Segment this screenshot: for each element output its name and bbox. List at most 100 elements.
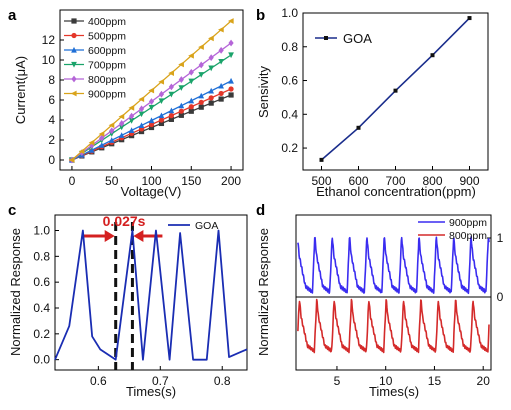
- panel-letter-c: c: [8, 202, 16, 219]
- data-point-500ppm: [168, 113, 174, 119]
- panel-c-x-title: Times(s): [126, 384, 176, 399]
- data-point-800ppm: [178, 76, 184, 83]
- panel-b-x-title: Ethanol concentration(ppm): [316, 184, 476, 199]
- data-point-400ppm: [158, 120, 165, 127]
- panel-b-y-title: Sensivity: [256, 65, 271, 118]
- data-point-GOA: [356, 125, 361, 130]
- data-point-900ppm: [88, 139, 95, 146]
- data-point-600ppm: [208, 87, 215, 94]
- panel-b-x-tick-label: 500: [311, 174, 331, 188]
- data-point-900ppm: [108, 122, 115, 129]
- panel-b-x-tick-label: 700: [385, 174, 405, 188]
- data-point-900ppm: [198, 44, 204, 50]
- panel-d-x-tick-label: 15: [428, 374, 442, 388]
- panel-b-x-tick-label: 900: [459, 174, 479, 188]
- panel-a-y-tick-label: 0: [48, 153, 55, 167]
- data-point-600ppm: [118, 132, 125, 138]
- panel-a: a 0 50 100 150 200 0 2 4 6 8 10 12 400ppm 500ppm 600p…: [8, 7, 244, 199]
- data-point-900ppm: [98, 131, 105, 137]
- panel-a-x-title: Voltage(V): [121, 184, 182, 199]
- data-point-700ppm: [128, 118, 135, 124]
- series-line-900ppm: [297, 236, 490, 295]
- data-point-500ppm: [218, 90, 224, 97]
- data-point-GOA: [467, 16, 472, 21]
- data-point-400ppm: [148, 124, 155, 131]
- data-point-700ppm: [158, 98, 165, 105]
- data-point-700ppm: [138, 111, 145, 118]
- panel-b: b 500 600 700 800 900 0.2 0.4 0.6 0.8 1.0 GOA Eth…: [256, 6, 489, 199]
- data-point-800ppm: [138, 105, 145, 113]
- legend-label-500ppm: 500ppm: [88, 31, 126, 43]
- panel-d-right-label-0: 0: [497, 290, 504, 304]
- legend-label-GOA: GOA: [195, 220, 218, 232]
- data-point-400ppm: [168, 116, 174, 122]
- legend-marker-700ppm: [71, 61, 77, 68]
- data-point-900ppm: [158, 78, 165, 85]
- data-point-800ppm: [158, 90, 165, 98]
- data-point-700ppm: [218, 58, 224, 65]
- panel-d-y-title: Normalized Response: [256, 228, 271, 356]
- panel-letter-b: b: [256, 7, 265, 24]
- panel-c-x-tick-label: 0.8: [214, 374, 231, 388]
- data-point-900ppm: [208, 35, 214, 42]
- panel-letter-a: a: [8, 7, 17, 24]
- legend-marker-500ppm: [71, 32, 77, 39]
- panel-b-y-tick-label: 0.8: [281, 40, 298, 54]
- panel-d-x-tick-label: 5: [334, 374, 341, 388]
- annotation-label: 0.027s: [103, 213, 146, 229]
- legend-marker-900ppm: [70, 90, 77, 97]
- panel-d-right-label-1: 1: [497, 231, 504, 245]
- panel-d-frame: [295, 214, 492, 371]
- panel-a-y-tick-label: 12: [42, 33, 56, 47]
- panel-c-x-tick-label: 0.6: [90, 374, 107, 388]
- data-point-900ppm: [78, 148, 85, 155]
- panel-a-y-tick-label: 6: [48, 93, 55, 107]
- data-point-500ppm: [198, 99, 204, 105]
- panel-d-x-tick-label: 20: [477, 374, 491, 388]
- data-point-400ppm: [208, 100, 214, 106]
- data-point-400ppm: [198, 104, 204, 110]
- data-point-600ppm: [228, 77, 234, 84]
- data-point-GOA: [319, 157, 324, 162]
- legend-marker-GOA: [324, 36, 328, 40]
- legend-marker-400ppm: [71, 18, 77, 24]
- legend-label-GOA: GOA: [343, 31, 372, 46]
- panel-b-y-tick-label: 0.4: [281, 107, 298, 121]
- data-point-800ppm: [129, 112, 135, 120]
- panel-c-y-title: Normalized Response: [8, 228, 23, 356]
- data-point-800ppm: [119, 120, 125, 127]
- panel-a-y-title: Current(μA): [13, 56, 28, 124]
- data-point-900ppm: [217, 26, 224, 33]
- data-point-600ppm: [138, 122, 145, 129]
- panel-a-x-tick-label: 200: [221, 174, 241, 188]
- panel-letter-d: d: [256, 202, 265, 219]
- data-point-500ppm: [228, 86, 234, 92]
- data-point-600ppm: [158, 112, 165, 119]
- data-point-700ppm: [178, 85, 185, 91]
- panel-b-x-tick-label: 800: [422, 174, 442, 188]
- data-point-800ppm: [168, 83, 174, 91]
- data-point-700ppm: [118, 124, 125, 131]
- panel-b-x-tick-label: 600: [348, 174, 368, 188]
- panel-a-y-tick-label: 10: [42, 53, 56, 67]
- data-point-600ppm: [108, 137, 115, 143]
- data-point-400ppm: [138, 128, 145, 135]
- data-point-900ppm: [128, 105, 135, 111]
- data-point-800ppm: [148, 98, 155, 105]
- panel-a-y-tick-label: 2: [48, 133, 55, 147]
- data-point-900ppm: [148, 87, 155, 94]
- data-point-800ppm: [188, 68, 194, 76]
- data-point-800ppm: [228, 39, 234, 47]
- data-point-900ppm: [227, 18, 234, 24]
- data-point-800ppm: [198, 61, 204, 69]
- panel-c-y-tick-label: 0.0: [33, 353, 50, 367]
- data-point-500ppm: [178, 108, 184, 114]
- legend-marker-600ppm: [71, 46, 77, 53]
- panel-c-y-tick-label: 0.6: [33, 275, 50, 289]
- data-point-900ppm: [188, 52, 194, 59]
- panel-a-y-tick-label: 8: [48, 73, 55, 87]
- panel-c-x-tick-label: 0.7: [152, 374, 169, 388]
- annotation-arrow-left-head: [104, 230, 115, 242]
- data-point-GOA: [393, 88, 398, 93]
- data-point-700ppm: [148, 104, 155, 111]
